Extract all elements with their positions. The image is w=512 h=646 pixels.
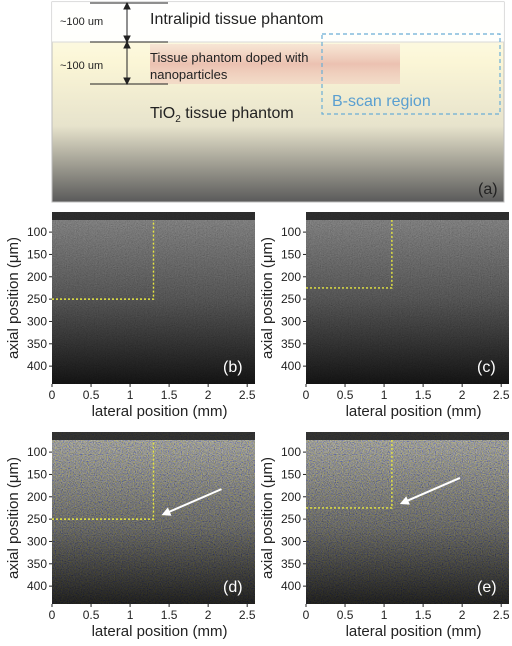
- y-axis-label: axial position (μm): [259, 237, 276, 359]
- y-tick-label: 350: [27, 337, 47, 351]
- bscan-panel-d: (d) 100 150 200 250 300 350 400 0 0.5 1 1.5 2 2.5 axia…: [5, 432, 256, 640]
- panel-label: (e): [477, 579, 497, 596]
- y-tick-label: 100: [281, 225, 301, 239]
- y-tick-label: 200: [281, 270, 301, 284]
- y-tick-label: 150: [281, 247, 301, 261]
- x-tick-label: 0.5: [83, 608, 100, 622]
- doped-region-boundary: [306, 440, 393, 509]
- y-tick-label: 200: [27, 270, 47, 284]
- x-tick-label: 1: [381, 608, 388, 622]
- schematic-panel: ~100 um ~100 um Intralipid tissue phanto…: [51, 1, 505, 203]
- layer-label-doped-line2: nanoparticles: [150, 67, 228, 82]
- x-tick-label: 1: [381, 388, 388, 402]
- y-tick-label: 350: [281, 557, 301, 571]
- x-tick-label: 0: [49, 608, 56, 622]
- y-tick-label: 400: [281, 579, 301, 593]
- y-tick-label: 250: [281, 292, 301, 306]
- bscan-panel-e: (e) 100 150 200 250 300 350 400 0 0.5 1 1.5 2 2.5 axia…: [259, 432, 510, 640]
- dimension-label-top: ~100 um: [60, 16, 103, 28]
- layer-label-intralipid: Intralipid tissue phantom: [150, 11, 323, 28]
- x-tick-label: 2.5: [493, 608, 510, 622]
- bscan-region-label: B-scan region: [332, 93, 431, 110]
- y-tick-label: 100: [281, 445, 301, 459]
- y-tick-label: 250: [27, 512, 47, 526]
- y-tick-label: 300: [281, 534, 301, 548]
- y-tick-label: 300: [27, 314, 47, 328]
- y-tick-label: 150: [27, 467, 47, 481]
- x-tick-label: 1: [127, 608, 134, 622]
- arrow-indicator: [399, 477, 461, 505]
- dimension-markers: [90, 1, 168, 86]
- x-tick-label: 2.5: [239, 388, 256, 402]
- panel-label: (c): [477, 359, 496, 376]
- y-tick-label: 400: [27, 359, 47, 373]
- x-tick-label: 2.5: [493, 388, 510, 402]
- bscan-image: [306, 212, 509, 384]
- y-axis-label: axial position (μm): [5, 457, 22, 579]
- x-axis-label: lateral position (mm): [92, 403, 228, 420]
- y-axis-label: axial position (μm): [5, 237, 22, 359]
- x-tick-label: 1.5: [415, 608, 432, 622]
- y-tick-label: 350: [27, 557, 47, 571]
- x-tick-label: 1.5: [415, 388, 432, 402]
- bscan-image: [52, 212, 255, 384]
- doped-region-boundary: [306, 220, 393, 289]
- x-axis-label: lateral position (mm): [346, 623, 482, 640]
- bscan-panel-c: (c) 100 150 200 250 300 350 400 0 0.5 1 1.5 2 2.5 axia…: [259, 212, 510, 420]
- panel-label: (b): [223, 359, 243, 376]
- x-tick-label: 0.5: [83, 388, 100, 402]
- x-tick-label: 0.5: [337, 608, 354, 622]
- arrow-indicator: [161, 488, 222, 516]
- panel-label: (d): [223, 579, 243, 596]
- x-axis-label: lateral position (mm): [92, 623, 228, 640]
- y-axis-label: axial position (μm): [259, 457, 276, 579]
- x-tick-label: 1: [127, 388, 134, 402]
- y-tick-label: 350: [281, 337, 301, 351]
- doped-layer: [150, 44, 400, 84]
- y-tick-label: 150: [27, 247, 47, 261]
- dimension-label-mid: ~100 um: [60, 60, 103, 72]
- panel-label-a: (a): [478, 181, 498, 198]
- layer-label-doped-line1: Tissue phantom doped with: [150, 50, 309, 65]
- x-tick-label: 2: [459, 608, 466, 622]
- y-tick-label: 400: [281, 359, 301, 373]
- x-tick-label: 2: [459, 388, 466, 402]
- y-tick-label: 100: [27, 225, 47, 239]
- y-tick-label: 150: [281, 467, 301, 481]
- x-tick-label: 0.5: [337, 388, 354, 402]
- layer-label-tio2: TiO2 tissue phantom: [150, 105, 294, 125]
- x-axis-label: lateral position (mm): [346, 403, 482, 420]
- x-tick-label: 2.5: [239, 608, 256, 622]
- bscan-panel-b: (b) 100 150 200 250 300 350 400 0 0.5 1 1.5 2 2.5 axia…: [5, 212, 256, 420]
- y-tick-label: 200: [281, 490, 301, 504]
- y-tick-label: 300: [27, 534, 47, 548]
- x-tick-label: 2: [205, 608, 212, 622]
- y-tick-label: 250: [27, 292, 47, 306]
- doped-region-boundary: [52, 440, 155, 520]
- bscan-region-box: [321, 33, 501, 115]
- bscan-image: [306, 432, 509, 604]
- x-tick-label: 0: [303, 608, 310, 622]
- x-tick-label: 0: [49, 388, 56, 402]
- x-tick-label: 2: [205, 388, 212, 402]
- y-tick-label: 300: [281, 314, 301, 328]
- x-tick-label: 1.5: [161, 388, 178, 402]
- y-tick-label: 400: [27, 579, 47, 593]
- bscan-image: [52, 432, 255, 604]
- y-tick-label: 250: [281, 512, 301, 526]
- x-tick-label: 0: [303, 388, 310, 402]
- y-tick-label: 200: [27, 490, 47, 504]
- doped-region-boundary: [52, 220, 155, 300]
- y-tick-label: 100: [27, 445, 47, 459]
- x-tick-label: 1.5: [161, 608, 178, 622]
